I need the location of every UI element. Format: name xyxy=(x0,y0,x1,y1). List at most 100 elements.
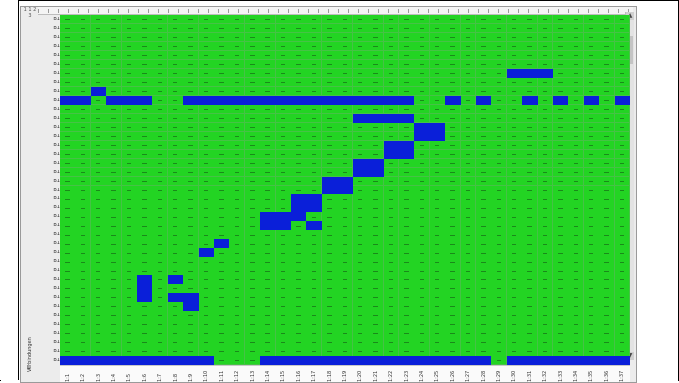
matrix-cell[interactable] xyxy=(121,32,138,43)
matrix-cell[interactable] xyxy=(121,59,138,70)
matrix-cell[interactable] xyxy=(229,15,246,25)
matrix-cell[interactable] xyxy=(460,77,477,88)
matrix-cell[interactable] xyxy=(198,77,215,88)
matrix-cell[interactable] xyxy=(106,41,123,52)
matrix-cell[interactable] xyxy=(383,104,400,115)
matrix-cell[interactable] xyxy=(167,86,184,97)
matrix-cell[interactable] xyxy=(568,95,585,106)
matrix-cell[interactable] xyxy=(475,68,492,79)
matrix-cell[interactable] xyxy=(306,32,323,43)
matrix-cell[interactable] xyxy=(137,104,153,115)
matrix-cell[interactable] xyxy=(445,104,462,115)
matrix-cell[interactable] xyxy=(306,104,323,115)
matrix-cell[interactable] xyxy=(260,41,277,52)
matrix-cell[interactable] xyxy=(121,86,138,97)
matrix-cell[interactable] xyxy=(445,50,462,61)
matrix-cell[interactable] xyxy=(429,104,446,115)
matrix-cell[interactable] xyxy=(506,59,523,70)
matrix-cell[interactable] xyxy=(460,23,477,34)
matrix-cell[interactable] xyxy=(306,77,323,88)
matrix-cell[interactable] xyxy=(522,95,539,106)
matrix-cell[interactable] xyxy=(260,59,277,70)
matrix-cell[interactable] xyxy=(352,86,369,97)
matrix-cell[interactable] xyxy=(75,15,92,25)
matrix-cell[interactable] xyxy=(352,32,369,43)
matrix-cell[interactable] xyxy=(229,59,246,70)
matrix-cell[interactable] xyxy=(306,41,323,52)
matrix-cell[interactable] xyxy=(599,41,616,52)
matrix-cell[interactable] xyxy=(429,95,446,106)
matrix-cell[interactable] xyxy=(291,86,307,97)
matrix-cell[interactable] xyxy=(321,77,338,88)
matrix-cell[interactable] xyxy=(90,95,107,106)
matrix-cell[interactable] xyxy=(383,15,400,25)
matrix-cell[interactable] xyxy=(229,95,246,106)
matrix-cell[interactable] xyxy=(537,77,554,88)
matrix-cell[interactable] xyxy=(537,95,554,106)
matrix-cell[interactable] xyxy=(522,77,539,88)
matrix-cell[interactable] xyxy=(291,104,307,115)
matrix-cell[interactable] xyxy=(152,15,169,25)
matrix-cell[interactable] xyxy=(321,104,338,115)
matrix-cell[interactable] xyxy=(121,95,138,106)
matrix-cell[interactable] xyxy=(291,68,307,79)
matrix-cell[interactable] xyxy=(90,104,107,115)
matrix-cell[interactable] xyxy=(167,23,184,34)
matrix-cell[interactable] xyxy=(414,95,431,106)
matrix-cell[interactable] xyxy=(214,41,230,52)
matrix-cell[interactable] xyxy=(183,59,200,70)
matrix-cell[interactable] xyxy=(429,77,446,88)
matrix-cell[interactable] xyxy=(90,41,107,52)
matrix-cell[interactable] xyxy=(552,15,569,25)
matrix-cell[interactable] xyxy=(75,104,92,115)
matrix-cell[interactable] xyxy=(368,41,384,52)
matrix-cell[interactable] xyxy=(321,50,338,61)
matrix-cell[interactable] xyxy=(491,23,508,34)
matrix-cell[interactable] xyxy=(260,50,277,61)
matrix-cell[interactable] xyxy=(152,50,169,61)
matrix-cell[interactable] xyxy=(614,95,631,106)
matrix-cell[interactable] xyxy=(198,50,215,61)
matrix-cell[interactable] xyxy=(491,77,508,88)
matrix-cell[interactable] xyxy=(229,68,246,79)
matrix-cell[interactable] xyxy=(599,95,616,106)
matrix-cell[interactable] xyxy=(506,86,523,97)
matrix-cell[interactable] xyxy=(137,32,153,43)
matrix-cell[interactable] xyxy=(229,50,246,61)
matrix-cell[interactable] xyxy=(214,77,230,88)
matrix-cell[interactable] xyxy=(229,23,246,34)
matrix-cell[interactable] xyxy=(568,59,585,70)
matrix-cell[interactable] xyxy=(522,41,539,52)
matrix-cell[interactable] xyxy=(291,50,307,61)
matrix-cell[interactable] xyxy=(537,41,554,52)
matrix-cell[interactable] xyxy=(522,15,539,25)
matrix-cell[interactable] xyxy=(429,68,446,79)
matrix-cell[interactable] xyxy=(244,68,261,79)
matrix-cell[interactable] xyxy=(75,59,92,70)
matrix-cell[interactable] xyxy=(244,50,261,61)
matrix-cell[interactable] xyxy=(183,104,200,115)
matrix-cell[interactable] xyxy=(244,41,261,52)
matrix-cell[interactable] xyxy=(352,50,369,61)
matrix-cell[interactable] xyxy=(614,68,631,79)
matrix-cell[interactable] xyxy=(75,50,92,61)
matrix-cell[interactable] xyxy=(183,32,200,43)
matrix-cell[interactable] xyxy=(475,77,492,88)
matrix-cell[interactable] xyxy=(137,15,153,25)
matrix-cell[interactable] xyxy=(383,32,400,43)
matrix-cell[interactable] xyxy=(244,23,261,34)
matrix-cell[interactable] xyxy=(445,77,462,88)
matrix-cell[interactable] xyxy=(460,59,477,70)
matrix-cell[interactable] xyxy=(106,23,123,34)
matrix-cell[interactable] xyxy=(368,68,384,79)
matrix-cell[interactable] xyxy=(460,32,477,43)
matrix-cell[interactable] xyxy=(137,23,153,34)
matrix-cell[interactable] xyxy=(491,68,508,79)
matrix-cell[interactable] xyxy=(244,32,261,43)
matrix-cell[interactable] xyxy=(368,95,384,106)
matrix-cell[interactable] xyxy=(244,77,261,88)
matrix-cell[interactable] xyxy=(321,68,338,79)
matrix-cell[interactable] xyxy=(214,104,230,115)
matrix-cell[interactable] xyxy=(106,15,123,25)
matrix-cell[interactable] xyxy=(552,41,569,52)
